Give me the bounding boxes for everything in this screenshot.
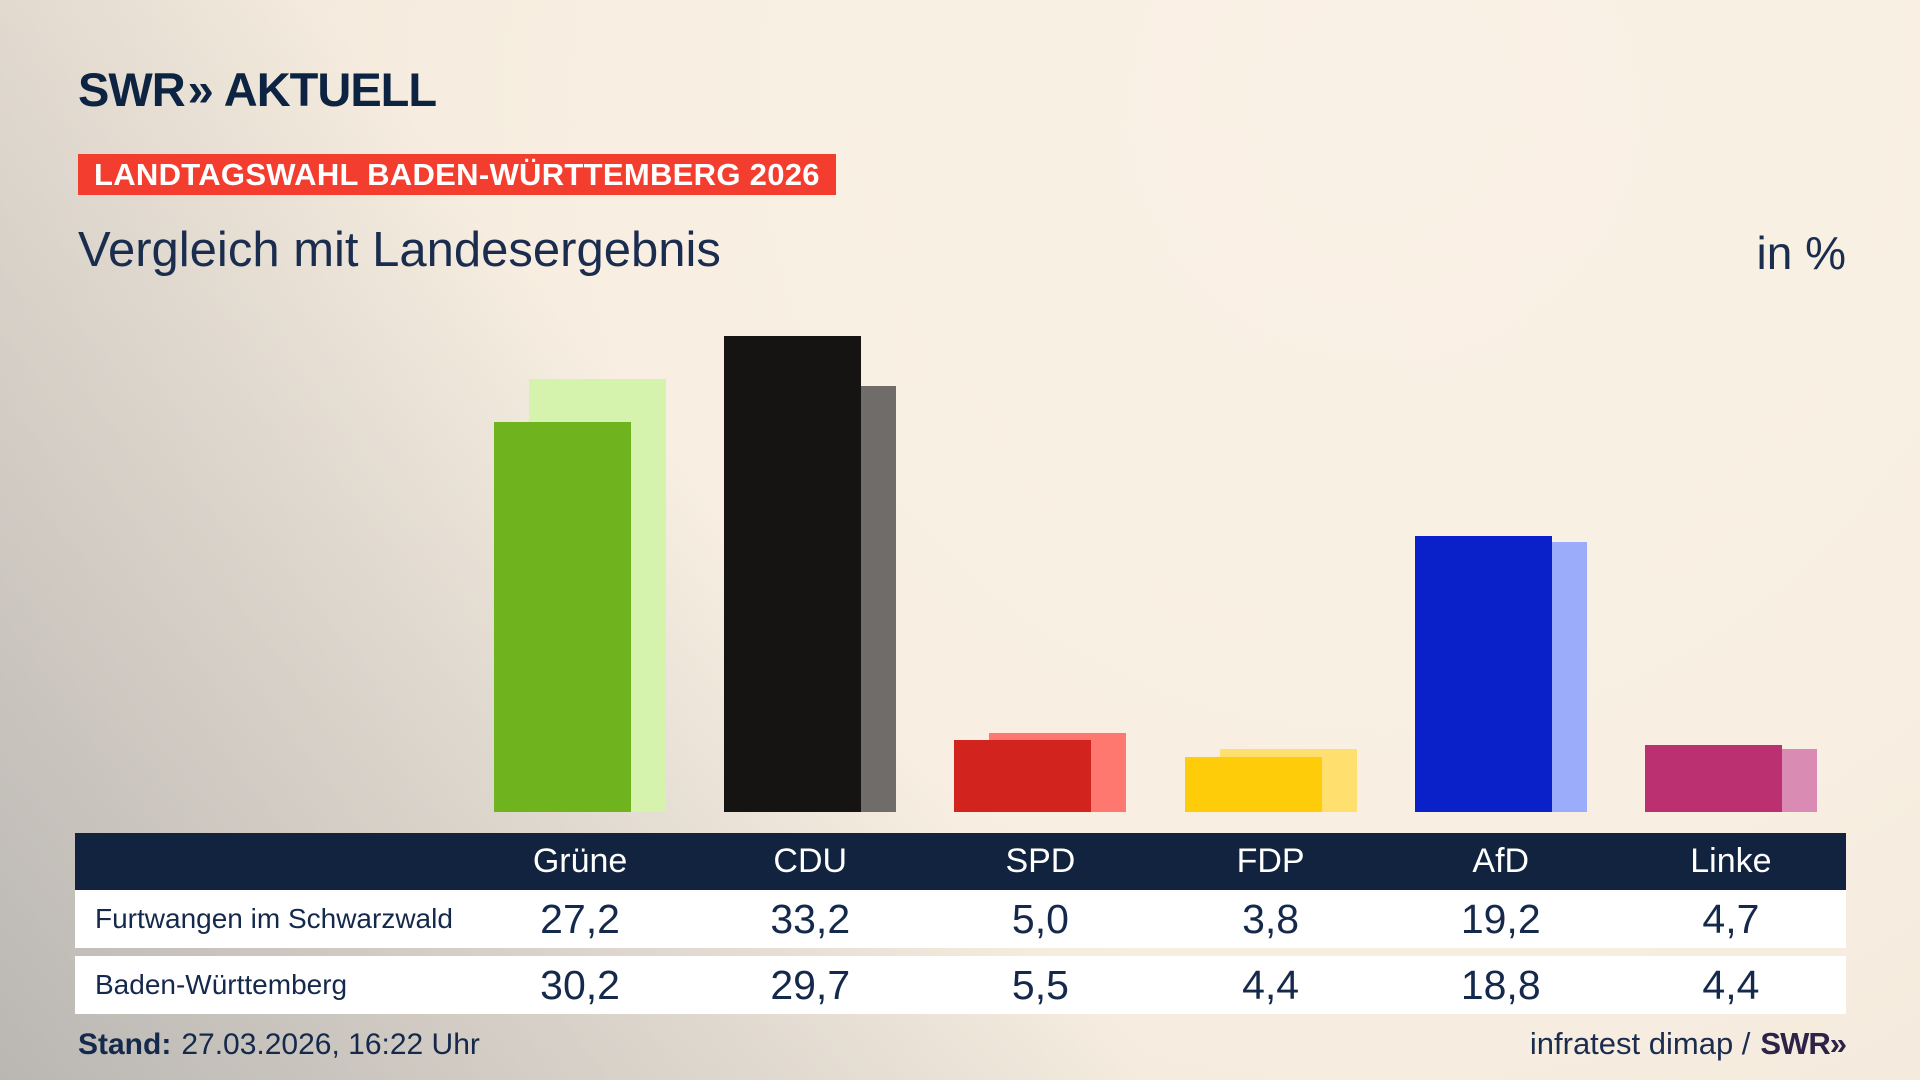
value-cell: 5,5 — [1011, 961, 1069, 1008]
table-header-row: Grüne CDU SPD FDP AfD Linke — [75, 833, 1846, 890]
value-cell: 30,2 — [540, 961, 620, 1008]
value-cell: 18,8 — [1460, 961, 1541, 1008]
value-cell: 5,0 — [1011, 895, 1069, 942]
party-column-header: AfD — [1472, 842, 1530, 880]
party-column-header: CDU — [773, 842, 848, 880]
row-label: Furtwangen im Schwarzwald — [95, 903, 453, 934]
logo-chevron-icon: » — [187, 63, 214, 116]
bar-chart — [75, 300, 1846, 812]
bar-local-linke — [1644, 744, 1782, 812]
value-cell: 4,7 — [1702, 895, 1760, 942]
stand-value: 27.03.2026, 16:22 Uhr — [181, 1028, 480, 1061]
logo-aktuell-text: AKTUELL — [223, 63, 437, 116]
swr-aktuell-logo: SWR» AKTUELL — [78, 62, 437, 117]
value-cell: 3,8 — [1242, 895, 1300, 942]
source-swr-logo: SWR» — [1760, 1026, 1847, 1061]
party-column-header: SPD — [1005, 842, 1076, 880]
table-row: Furtwangen im Schwarzwald 27,2 33,2 5,0 3,8 1… — [75, 890, 1846, 948]
stand-label: Stand: — [78, 1028, 172, 1061]
election-badge: LANDTAGSWAHL BADEN-WÜRTTEMBERG 2026 — [78, 154, 836, 195]
party-column-header: FDP — [1236, 842, 1305, 880]
table-row: Baden-Württemberg 30,2 29,7 5,5 4,4 18,8 4,4 — [75, 956, 1846, 1014]
logo-swr-text: SWR — [78, 63, 186, 116]
value-cell: 29,7 — [770, 961, 851, 1008]
bar-local-fdp — [1184, 757, 1322, 812]
header-empty-cell — [75, 833, 465, 890]
stand-timestamp: Stand: 27.03.2026, 16:22 Uhr — [78, 1028, 480, 1062]
value-cell: 4,4 — [1242, 961, 1300, 1008]
source-text: infratest dimap / — [1529, 1026, 1751, 1061]
value-cell: 33,2 — [770, 895, 851, 942]
value-cell: 4,4 — [1702, 961, 1760, 1008]
party-column-header: Grüne — [532, 842, 628, 880]
party-column-header: Linke — [1690, 842, 1772, 880]
bar-local-spd — [954, 740, 1092, 812]
value-cell: 27,2 — [540, 895, 620, 942]
source-credit: infratest dimap / SWR» — [1529, 1026, 1847, 1062]
bar-local-afd — [1414, 536, 1552, 812]
bar-local-gr-ne — [494, 421, 632, 812]
unit-label: in % — [1756, 227, 1846, 279]
row-label: Baden-Württemberg — [95, 969, 348, 1000]
results-table: Grüne CDU SPD FDP AfD Linke Furtwangen im Schw… — [75, 833, 1846, 1014]
chart-title: Vergleich mit Landesergebnis — [78, 223, 721, 277]
bar-local-cdu — [724, 335, 862, 812]
value-cell: 19,2 — [1460, 895, 1541, 942]
